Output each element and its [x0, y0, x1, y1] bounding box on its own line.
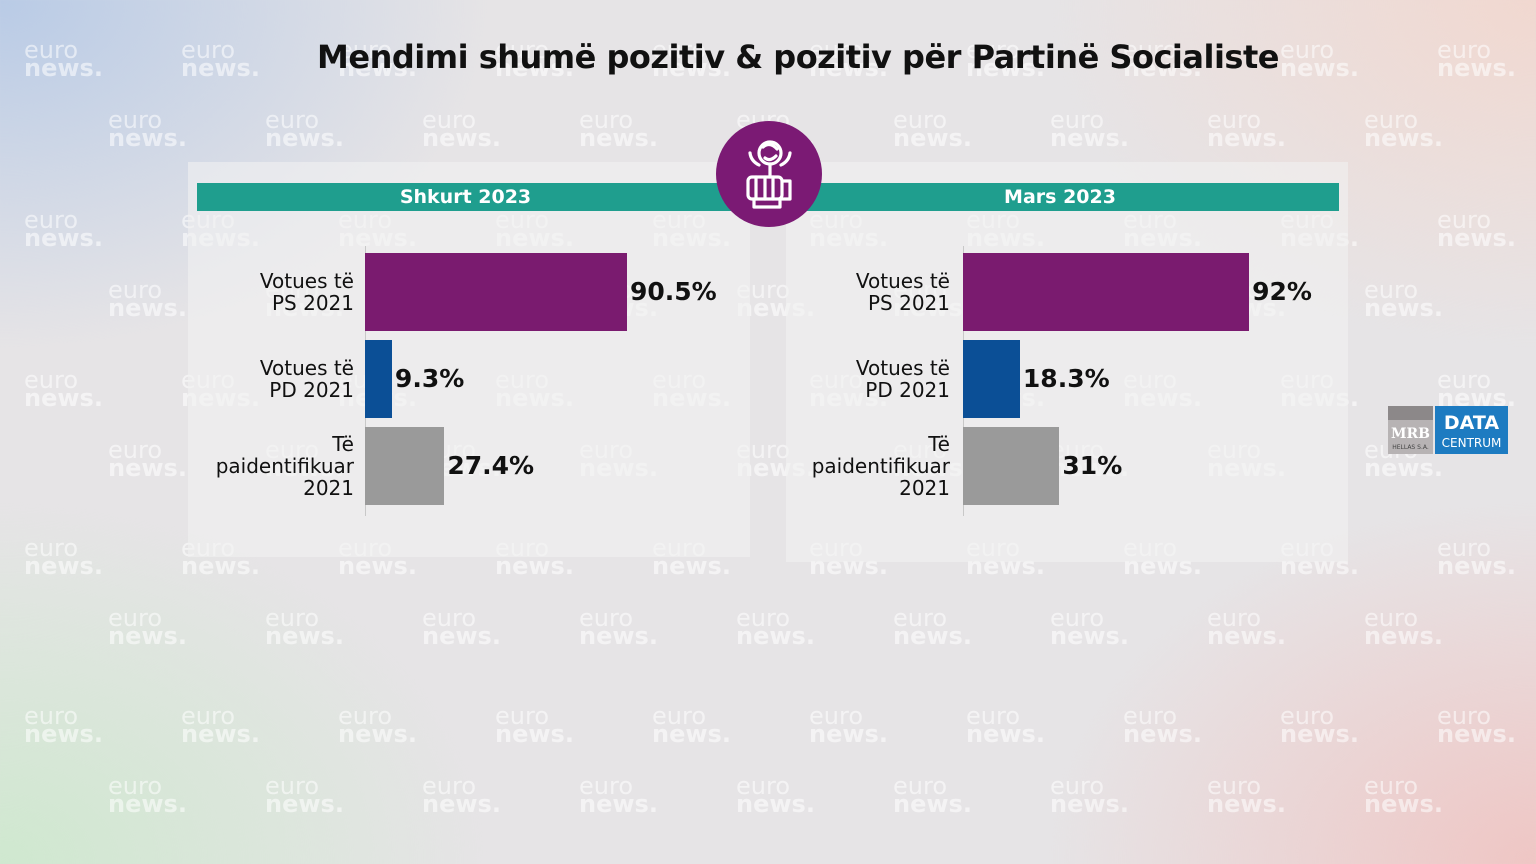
data-centrum-line1: DATA	[1443, 412, 1500, 434]
data-label: 18.3%	[1022, 364, 1110, 393]
category-label: Të paidentifikuar 2021	[154, 433, 354, 499]
category-label-line: Votues të	[259, 356, 354, 380]
chart-title-shkurt: Shkurt 2023	[399, 186, 532, 208]
category-label-line: paidentifikuar	[215, 454, 354, 478]
data-label: 31%	[1062, 451, 1123, 480]
rose-fist-icon	[746, 140, 792, 209]
bar	[963, 427, 1060, 505]
panel-shkurt	[188, 162, 750, 557]
mrb-logo: MRB HELLAS S.A.	[1388, 406, 1433, 454]
category-label: Votues të PS 2021	[750, 270, 950, 314]
category-label-line: Votues të	[855, 269, 950, 293]
category-label-line: 2021	[303, 476, 354, 500]
category-label-line: Votues të	[855, 356, 950, 380]
category-label-line: PS 2021	[271, 291, 354, 315]
category-label: Votues të PD 2021	[154, 357, 354, 401]
category-label: Të paidentifikuar 2021	[750, 433, 950, 499]
data-label: 27.4%	[447, 451, 535, 480]
panel-mars	[786, 162, 1348, 562]
chart-title-mars: Mars 2023	[1004, 186, 1116, 208]
category-label-line: Votues të	[259, 269, 354, 293]
category-label: Votues të PS 2021	[154, 270, 354, 314]
category-label-line: PS 2021	[867, 291, 950, 315]
bar	[963, 340, 1020, 418]
data-label: 9.3%	[394, 364, 465, 393]
bar	[365, 340, 392, 418]
category-label-line: PD 2021	[269, 378, 354, 402]
data-centrum-line2: CENTRUM	[1441, 436, 1502, 450]
category-label-line: PD 2021	[865, 378, 950, 402]
category-label: Votues të PD 2021	[750, 357, 950, 401]
bar	[365, 427, 445, 505]
data-centrum-logo: DATA CENTRUM	[1435, 406, 1508, 454]
bar	[365, 253, 627, 331]
mrb-logo-text: MRB	[1391, 426, 1430, 442]
source-logo: MRB HELLAS S.A. DATA CENTRUM	[1388, 406, 1508, 454]
category-label-line: Të	[928, 432, 950, 456]
header-band-right: Mars 2023	[804, 183, 1339, 211]
category-label-line: Të	[332, 432, 354, 456]
category-label-line: 2021	[899, 476, 950, 500]
mrb-logo-sub: HELLAS S.A.	[1392, 444, 1429, 451]
data-label: 92%	[1252, 277, 1312, 306]
party-logo	[716, 121, 822, 227]
category-label-line: paidentifikuar	[811, 454, 950, 478]
chart-title: Mendimi shumë pozitiv & pozitiv për Part…	[317, 38, 1279, 76]
header-band-left: Shkurt 2023	[197, 183, 734, 211]
data-label: 90.5%	[629, 277, 717, 306]
bar	[963, 253, 1250, 331]
